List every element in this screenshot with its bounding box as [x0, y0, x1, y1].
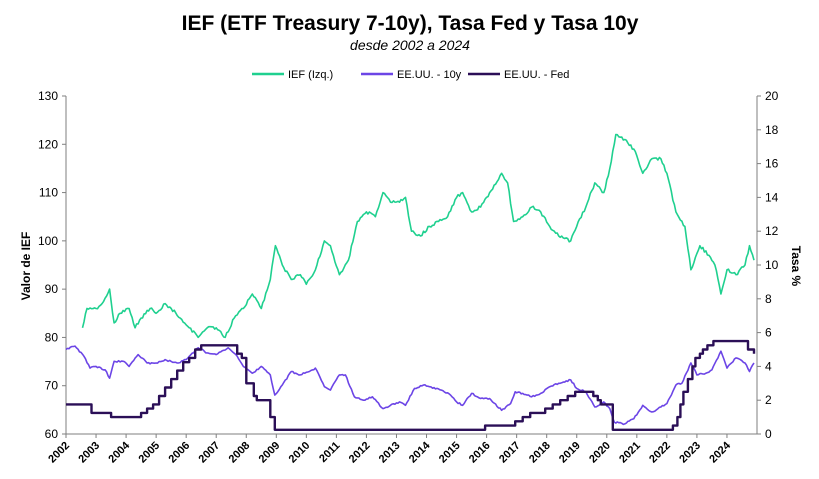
- y-tick-label-left: 70: [45, 379, 59, 393]
- x-tick-label: 2017: [497, 440, 523, 466]
- legend-label: EE.UU. - Fed: [504, 69, 569, 81]
- y-tick-label-left: 110: [39, 186, 58, 200]
- series-line: [81, 133, 755, 339]
- y-tick-label-left: 120: [38, 137, 58, 151]
- series-line: [66, 339, 756, 431]
- y-tick-label-right: 4: [765, 359, 772, 373]
- y-tick-label-left: 100: [38, 234, 58, 248]
- y-tick-label-right: 8: [765, 292, 772, 306]
- x-tick-label: 2006: [166, 440, 192, 466]
- x-tick-label: 2019: [557, 440, 583, 466]
- y-tick-label-right: 6: [765, 326, 772, 340]
- x-tick-label: 2016: [467, 440, 493, 466]
- y-axis-title-right: Tasa %: [789, 246, 803, 287]
- x-tick-label: 2013: [377, 440, 403, 466]
- x-tick-label: 2002: [46, 440, 72, 466]
- y-axis-title-left: Valor de IEF: [19, 232, 33, 301]
- x-tick-label: 2024: [707, 439, 733, 465]
- y-tick-label-right: 14: [765, 190, 779, 204]
- x-tick-label: 2011: [317, 440, 342, 465]
- x-tick-label: 2020: [587, 440, 613, 466]
- x-tick-label: 2021: [617, 440, 643, 466]
- y-tick-label-right: 16: [765, 157, 779, 171]
- y-tick-label-right: 18: [765, 123, 779, 137]
- y-tick-label-left: 80: [45, 330, 59, 344]
- x-tick-label: 2007: [197, 440, 223, 466]
- y-tick-label-right: 10: [765, 258, 779, 272]
- x-tick-label: 2015: [437, 440, 463, 466]
- legend-label: EE.UU. - 10y: [397, 69, 462, 81]
- plot-area: [65, 133, 756, 431]
- x-tick-label: 2014: [407, 439, 433, 465]
- legend-label: IEF (Izq.): [288, 69, 333, 81]
- x-tick-label: 2018: [527, 440, 553, 466]
- y-tick-label-left: 130: [38, 89, 58, 103]
- x-tick-label: 2008: [227, 440, 253, 466]
- chart-legend: IEF (Izq.) EE.UU. - 10y EE.UU. - Fed: [252, 69, 569, 81]
- chart-subtitle: desde 2002 a 2024: [350, 37, 470, 53]
- y-tick-label-left: 90: [45, 282, 59, 296]
- x-tick-label: 2012: [347, 440, 373, 466]
- series-line: [65, 345, 755, 426]
- x-tick-label: 2005: [136, 440, 162, 466]
- chart-title: IEF (ETF Treasury 7-10y), Tasa Fed y Tas…: [182, 12, 639, 35]
- y-tick-label-right: 12: [765, 224, 779, 238]
- x-tick-label: 2010: [287, 440, 313, 466]
- x-tick-label: 2023: [677, 440, 703, 466]
- x-tick-label: 2009: [257, 440, 283, 466]
- y-tick-label-right: 20: [765, 89, 779, 103]
- x-tick-label: 2022: [647, 440, 673, 466]
- y-tick-label-left: 60: [45, 427, 59, 441]
- y-tick-label-right: 0: [765, 427, 772, 441]
- x-tick-label: 2003: [76, 440, 102, 466]
- x-tick-label: 2004: [106, 439, 132, 465]
- y-tick-label-right: 2: [765, 393, 772, 407]
